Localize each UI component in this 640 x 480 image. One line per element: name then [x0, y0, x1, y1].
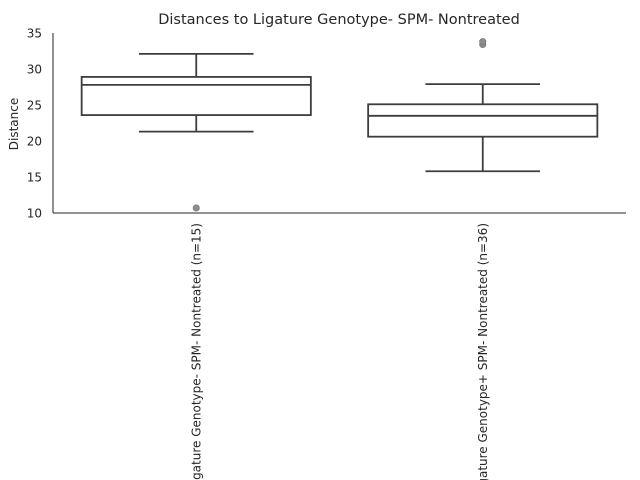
chart-title: Distances to Ligature Genotype- SPM- Non… [158, 12, 520, 28]
box-iqr [367, 103, 599, 138]
box-iqr [80, 76, 312, 116]
outlier-point [479, 38, 487, 46]
boxes [80, 38, 599, 212]
y-tick-label: 35 [27, 27, 42, 41]
y-ticks: 10 15 20 25 30 35 [27, 27, 42, 221]
y-tick-label: 30 [27, 63, 42, 77]
outlier-point [192, 204, 200, 212]
x-ticks: Ligature Genotype- SPM- Nontreated (n=15… [189, 223, 490, 480]
y-tick-label: 10 [27, 207, 42, 221]
x-tick-label: Ligature Genotype- SPM- Nontreated (n=15… [189, 223, 203, 480]
x-tick-label: Ligature Genotype+ SPM- Nontreated (n=36… [476, 223, 490, 480]
y-tick-label: 20 [27, 135, 42, 149]
y-tick-label: 15 [27, 171, 42, 185]
y-axis-label: Distance [7, 98, 21, 150]
y-tick-label: 25 [27, 99, 42, 113]
